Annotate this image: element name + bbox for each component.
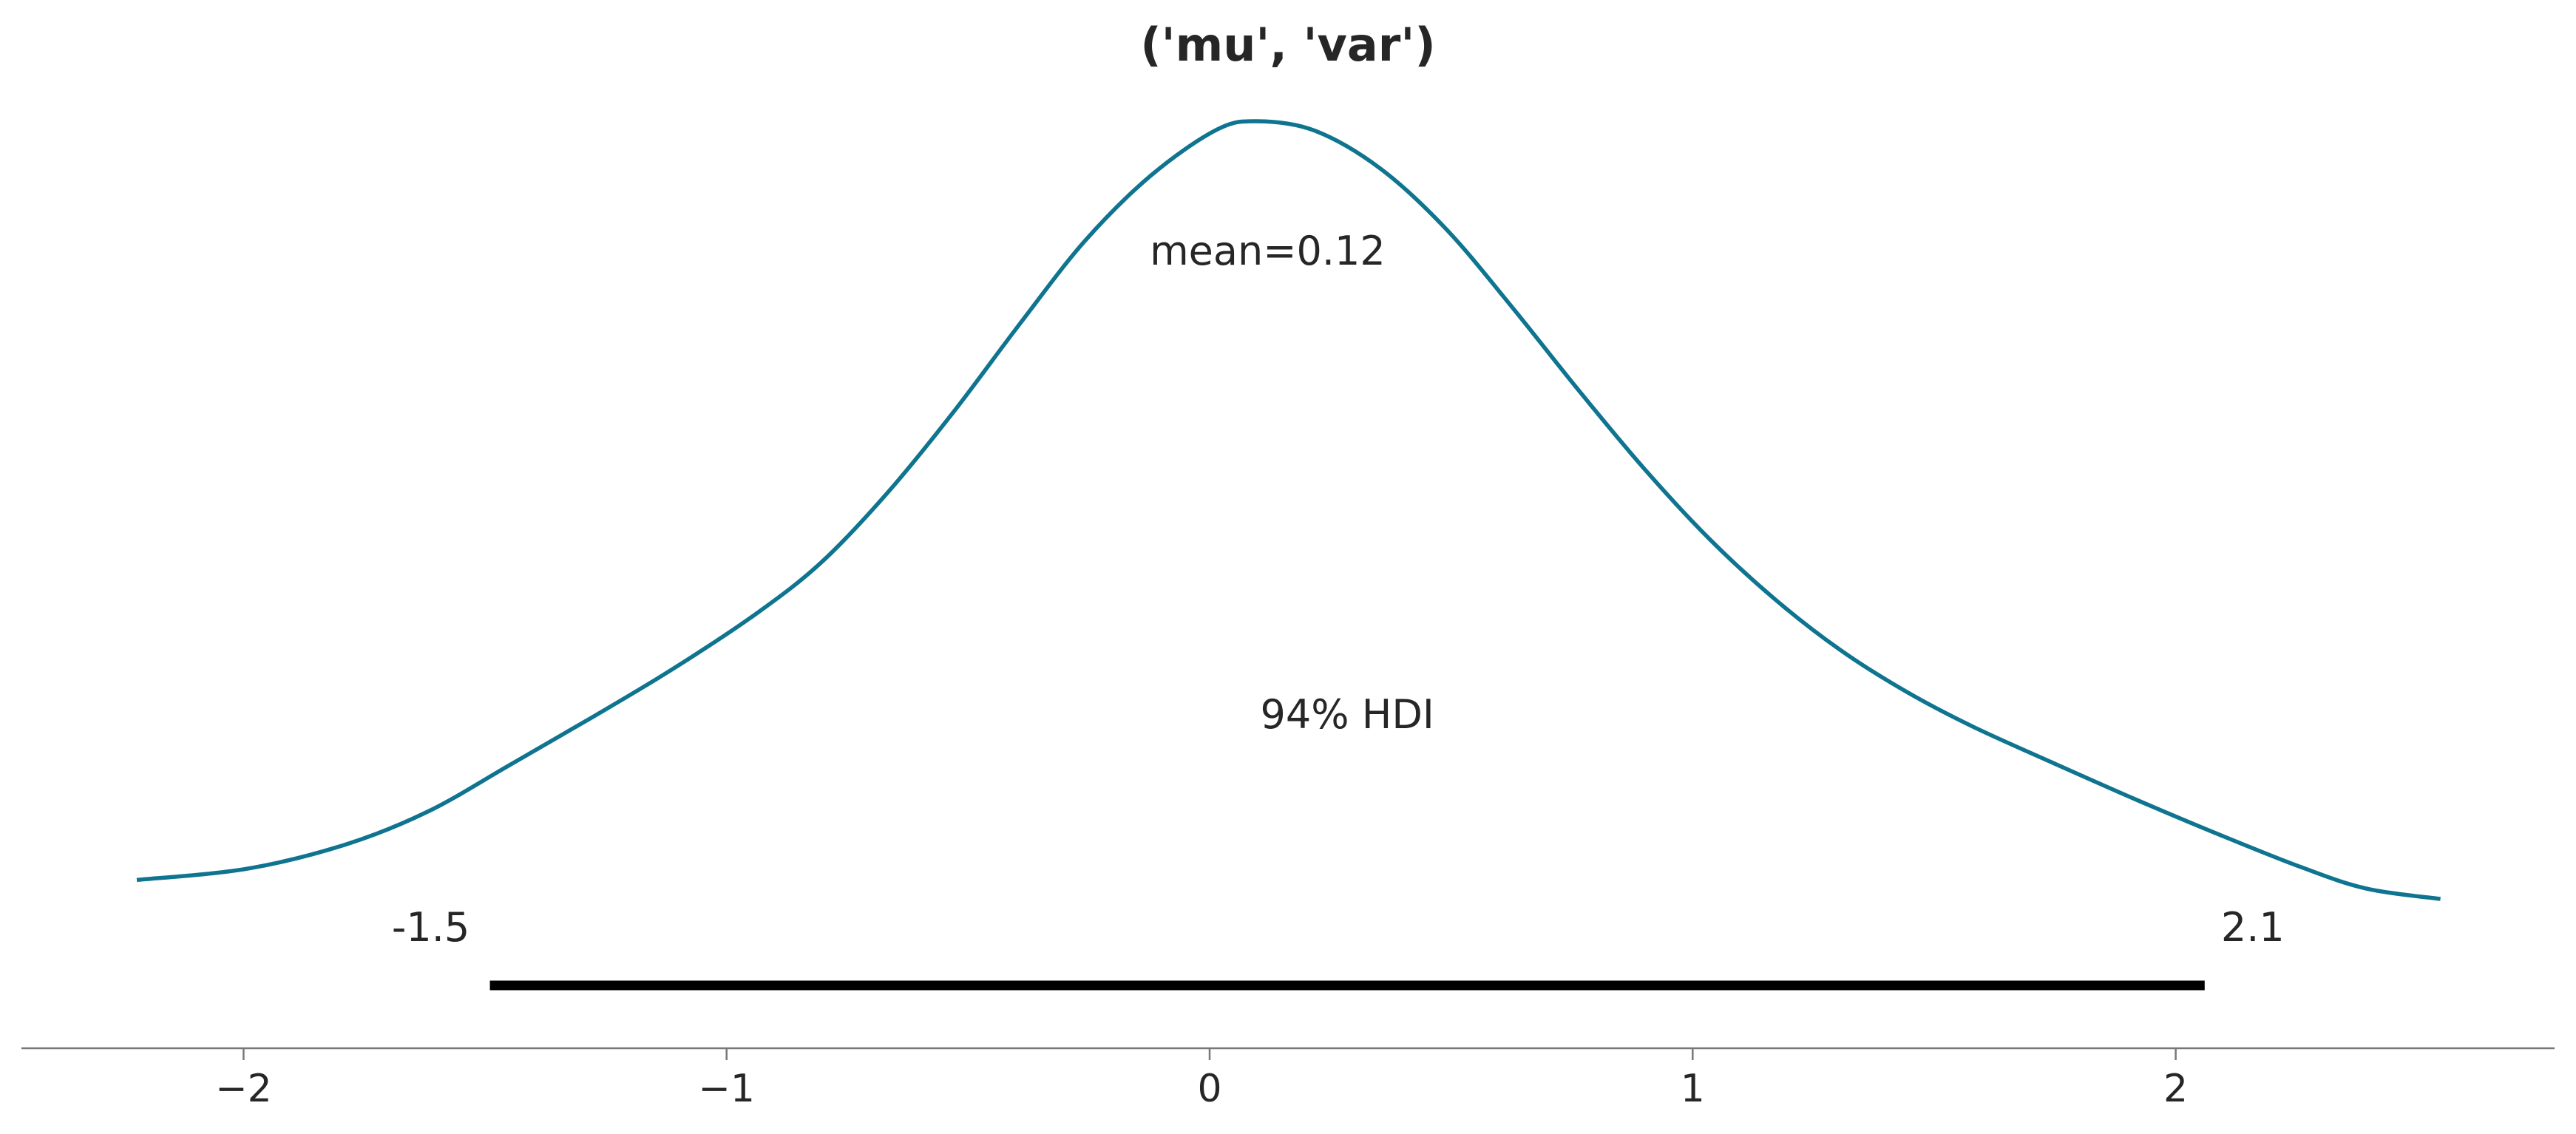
x-tick-label: −1 — [698, 1067, 755, 1111]
hdi-low-label: -1.5 — [392, 904, 470, 951]
x-tick-label: 2 — [2163, 1067, 2188, 1111]
x-tick-label: −2 — [215, 1067, 272, 1111]
x-tick-label: 0 — [1197, 1067, 1221, 1111]
density-curve — [136, 119, 2441, 901]
hdi-high-label: 2.1 — [2221, 904, 2285, 951]
hdi-label: 94% HDI — [1261, 691, 1434, 738]
x-axis-ticks: −2 −1 0 1 2 — [215, 1048, 2188, 1111]
mean-label: mean=0.12 — [1150, 228, 1386, 274]
chart-title: ('mu', 'var') — [1140, 18, 1435, 72]
x-tick-label: 1 — [1681, 1067, 1705, 1111]
